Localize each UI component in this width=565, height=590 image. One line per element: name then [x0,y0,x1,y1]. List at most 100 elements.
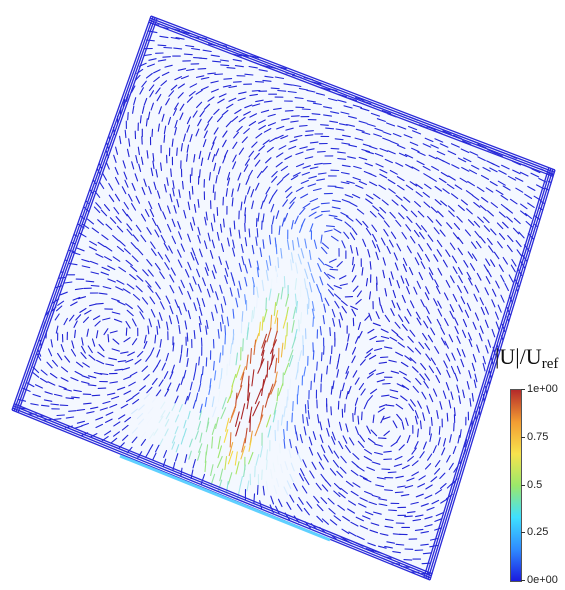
velocity-arrow [313,495,320,504]
velocity-arrow [270,339,277,355]
velocity-arrow [351,346,357,355]
velocity-arrow [193,204,197,213]
velocity-arrow [306,100,316,103]
velocity-arrow [351,275,357,283]
velocity-arrow [507,175,517,181]
velocity-arrow [436,249,442,257]
velocity-arrow [238,147,245,155]
velocity-arrow [456,215,463,223]
velocity-arrow [186,124,190,133]
velocity-arrow [446,369,451,378]
velocity-arrow [389,211,396,219]
velocity-arrow [138,404,145,411]
velocity-arrow [126,223,133,231]
velocity-arrow [234,109,242,115]
velocity-arrow [113,421,121,427]
velocity-arrow [441,447,446,456]
velocity-arrow [450,143,460,148]
velocity-arrow [352,453,360,460]
velocity-arrow [349,232,356,241]
velocity-arrow [405,184,414,191]
velocity-arrow [329,355,332,365]
velocity-arrow [193,153,196,163]
velocity-arrow [426,315,432,324]
velocity-arrow [140,213,147,222]
velocity-arrow [60,344,65,353]
velocity-arrow [343,231,350,239]
velocity-arrow [228,354,232,366]
velocity-arrow [486,269,492,278]
velocity-arrow [375,311,380,320]
velocity-arrow [333,217,343,222]
velocity-arrow [457,435,461,444]
velocity-arrow [113,154,117,163]
velocity-arrow [396,280,401,289]
velocity-arrow [219,352,222,363]
velocity-arrow [350,469,359,476]
velocity-arrow [271,215,275,225]
velocity-arrow [388,239,394,248]
velocity-arrow [77,296,87,300]
velocity-arrow [494,311,499,320]
velocity-arrow [96,359,105,365]
velocity-arrow [468,338,473,348]
velocity-arrow [450,391,454,400]
velocity-arrow [224,325,227,336]
velocity-arrow [433,254,439,262]
velocity-arrow [338,440,344,450]
velocity-arrow [389,169,398,175]
velocity-arrow [225,120,232,128]
velocity-arrow [207,72,216,75]
velocity-arrow [115,286,124,291]
velocity-arrow [90,271,100,275]
velocity-arrow [384,489,393,492]
velocity-arrow [367,328,375,334]
velocity-arrow [213,162,217,172]
velocity-arrow [250,189,255,198]
velocity-arrow [165,98,170,106]
velocity-arrow [145,425,151,433]
velocity-arrow [180,75,189,80]
velocity-arrow [380,328,389,333]
velocity-arrow [74,370,83,376]
velocity-arrow [191,47,201,51]
velocity-arrow [320,497,328,505]
velocity-arrow [280,165,289,172]
velocity-arrow [375,163,384,168]
velocity-arrow [116,279,125,285]
velocity-arrow [515,187,524,193]
velocity-arrow [337,504,345,511]
velocity-arrow [246,480,250,492]
velocity-arrow [177,221,181,230]
velocity-arrow [160,234,166,243]
velocity-arrow [180,243,185,252]
velocity-arrow [327,445,333,454]
velocity-arrow [368,172,377,178]
velocity-arrow [402,263,407,273]
velocity-arrow [123,390,132,395]
velocity-arrow [359,475,368,480]
velocity-arrow [452,266,458,275]
velocity-arrow [359,525,369,530]
velocity-arrow [420,261,426,270]
velocity-arrow [308,446,314,456]
velocity-arrow [305,130,314,132]
velocity-arrow [520,203,528,210]
velocity-arrow [125,327,128,336]
velocity-arrow [436,239,443,248]
velocity-arrow [122,288,131,294]
velocity-arrow [426,405,430,414]
velocity-arrow [192,371,196,381]
velocity-arrow [248,437,253,452]
velocity-arrow [451,255,458,264]
velocity-arrow [481,196,489,203]
velocity-arrow [125,320,131,329]
velocity-arrow [194,362,197,372]
velocity-arrow [364,314,371,321]
velocity-arrow [205,262,210,272]
velocity-arrow [149,296,156,305]
velocity-arrow [251,310,254,323]
velocity-arrow [321,242,330,249]
velocity-arrow [391,299,396,309]
velocity-arrow [417,400,422,409]
